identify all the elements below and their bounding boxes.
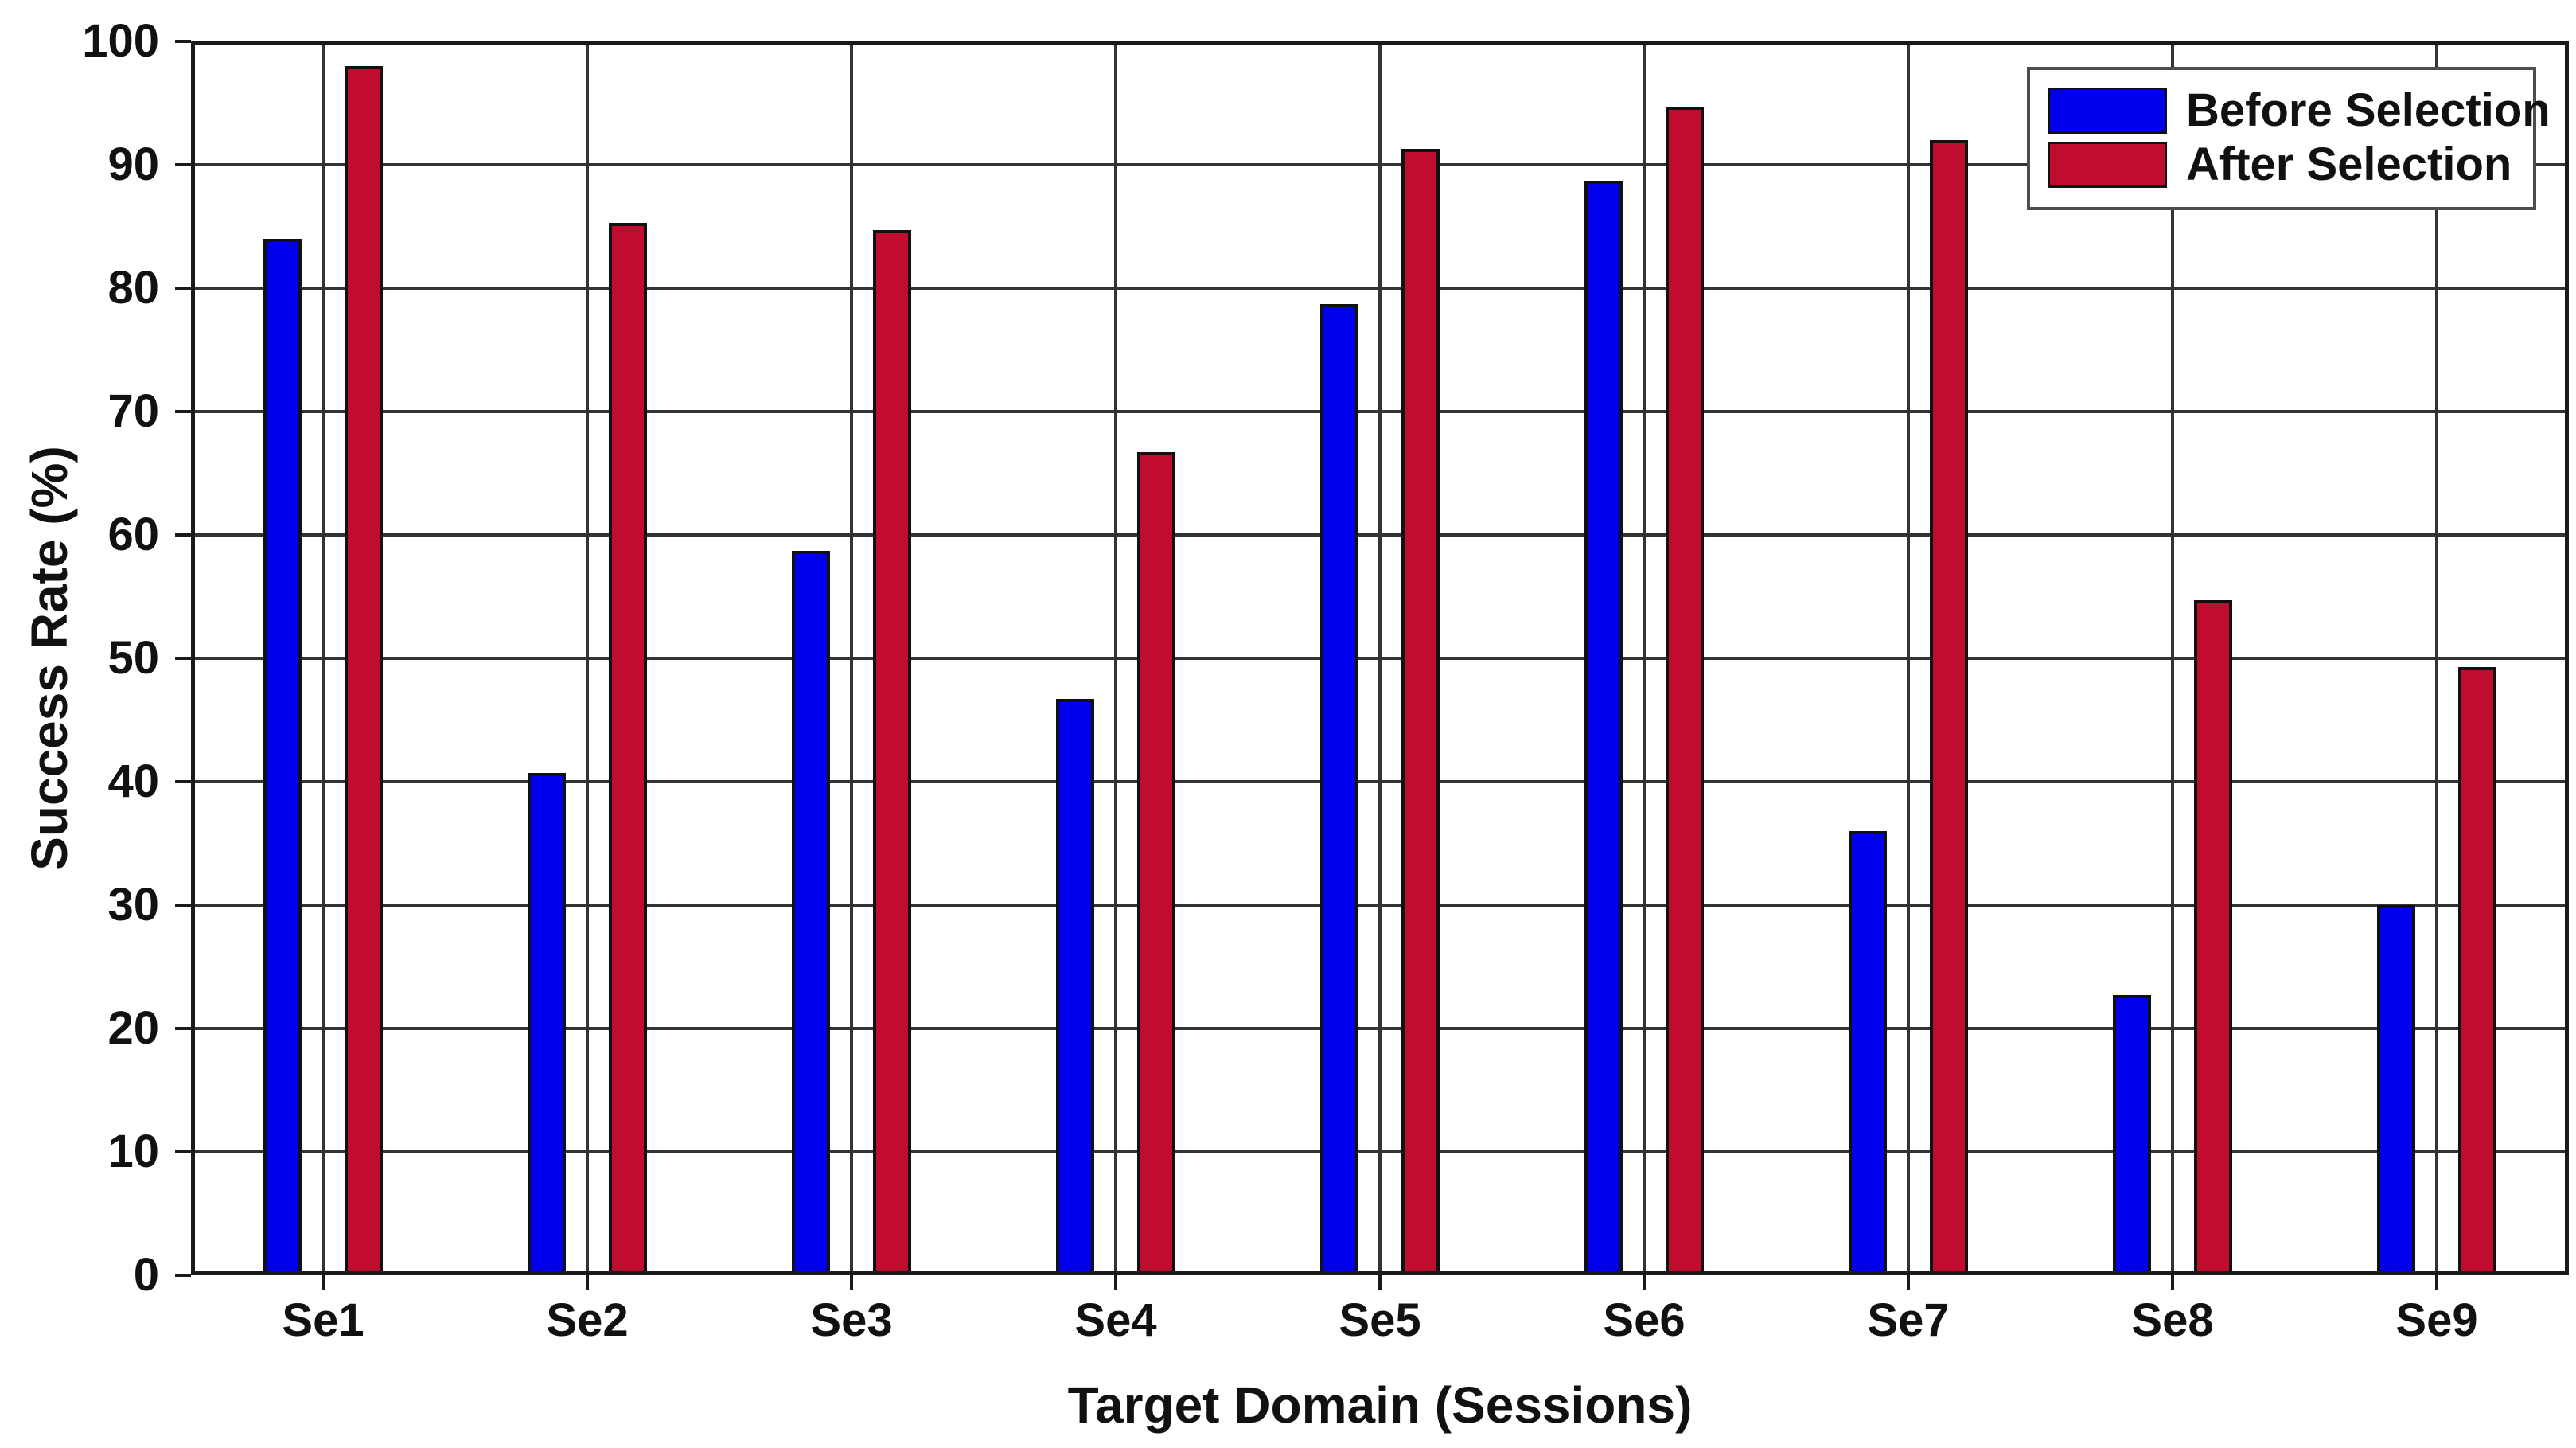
legend-item-after: After Selection <box>2048 140 2519 189</box>
bar-before-Se9 <box>2377 905 2415 1275</box>
bar-before-Se1 <box>263 239 302 1275</box>
x-gridline <box>2171 41 2174 1275</box>
y-tick-label: 30 <box>107 879 159 931</box>
y-tick-label: 50 <box>107 632 159 684</box>
bar-before-Se2 <box>528 773 566 1275</box>
bar-before-Se7 <box>1849 831 1887 1275</box>
bar-after-Se5 <box>1401 148 1440 1275</box>
legend: Before Selection After Selection <box>2027 67 2551 210</box>
x-tick-mark <box>1643 1275 1646 1290</box>
x-tick-mark <box>2435 1275 2438 1290</box>
bar-before-Se4 <box>1056 699 1094 1275</box>
y-tick-mark <box>175 1150 191 1153</box>
x-tick-mark <box>1114 1275 1117 1290</box>
x-tick-mark <box>850 1275 853 1290</box>
plot-area: 0 10 20 30 40 50 60 70 80 90 100 Se1 Se2 Se3 Se4 Se5 Se6… <box>82 18 2569 1344</box>
x-gridline <box>850 41 853 1275</box>
bar-before-Se5 <box>1320 304 1358 1275</box>
y-tick-label: 90 <box>107 139 159 190</box>
bar-after-Se7 <box>1930 140 1968 1275</box>
x-tick-mark <box>586 1275 589 1290</box>
x-gridline <box>1643 41 1646 1275</box>
legend-label-before: Before Selection <box>2186 84 2551 136</box>
bar-after-Se2 <box>609 222 647 1275</box>
y-tick-label: 80 <box>107 262 159 314</box>
x-tick-label: Se5 <box>1339 1294 1421 1346</box>
x-gridline <box>586 41 589 1275</box>
x-tick-label: Se7 <box>1867 1294 1950 1346</box>
x-tick-label: Se6 <box>1603 1294 1686 1346</box>
bar-before-Se6 <box>1584 181 1623 1275</box>
y-tick-label: 20 <box>107 1002 159 1054</box>
bar-after-Se1 <box>345 66 383 1275</box>
y-tick-mark <box>175 287 191 290</box>
y-tick-mark <box>175 904 191 907</box>
bar-after-Se6 <box>1666 107 1704 1275</box>
bar-after-Se9 <box>2458 666 2496 1275</box>
x-tick-label: Se8 <box>2131 1294 2214 1346</box>
legend-item-before: Before Selection <box>2048 86 2551 135</box>
y-tick-label: 100 <box>82 15 159 67</box>
y-tick-label: 60 <box>107 509 159 560</box>
y-tick-mark <box>175 410 191 413</box>
y-tick-mark <box>175 533 191 537</box>
y-tick-mark <box>175 1027 191 1030</box>
y-tick-label: 40 <box>107 755 159 807</box>
y-tick-label: 70 <box>107 385 159 437</box>
legend-swatch-before <box>2048 88 2167 134</box>
bar-after-Se3 <box>873 230 911 1275</box>
y-tick-label: 0 <box>133 1249 159 1301</box>
x-axis-title: Target Domain (Sessions) <box>1067 1376 1693 1434</box>
x-tick-mark <box>1907 1275 1910 1290</box>
x-tick-label: Se4 <box>1074 1294 1157 1346</box>
legend-label-after: After Selection <box>2186 139 2512 190</box>
y-tick-mark <box>175 780 191 783</box>
bar-after-Se8 <box>2194 600 2232 1275</box>
y-tick-mark <box>175 40 191 43</box>
bar-before-Se3 <box>792 551 830 1275</box>
y-tick-label: 10 <box>107 1126 159 1177</box>
x-tick-label: Se9 <box>2395 1294 2478 1346</box>
x-tick-mark <box>322 1275 325 1290</box>
x-tick-label: Se2 <box>546 1294 629 1346</box>
x-gridline <box>1114 41 1117 1275</box>
x-tick-mark <box>2171 1275 2174 1290</box>
y-tick-mark <box>175 163 191 166</box>
legend-swatch-after <box>2048 142 2167 188</box>
y-tick-mark <box>175 657 191 660</box>
x-tick-label: Se3 <box>810 1294 893 1346</box>
x-gridline <box>2435 41 2438 1275</box>
x-gridline <box>322 41 325 1275</box>
x-gridline <box>1907 41 1910 1275</box>
x-gridline <box>1378 41 1382 1275</box>
bar-before-Se8 <box>2113 995 2151 1275</box>
bar-after-Se4 <box>1137 452 1175 1275</box>
x-tick-label: Se1 <box>282 1294 364 1346</box>
x-tick-mark <box>1378 1275 1382 1290</box>
y-tick-mark <box>175 1274 191 1277</box>
